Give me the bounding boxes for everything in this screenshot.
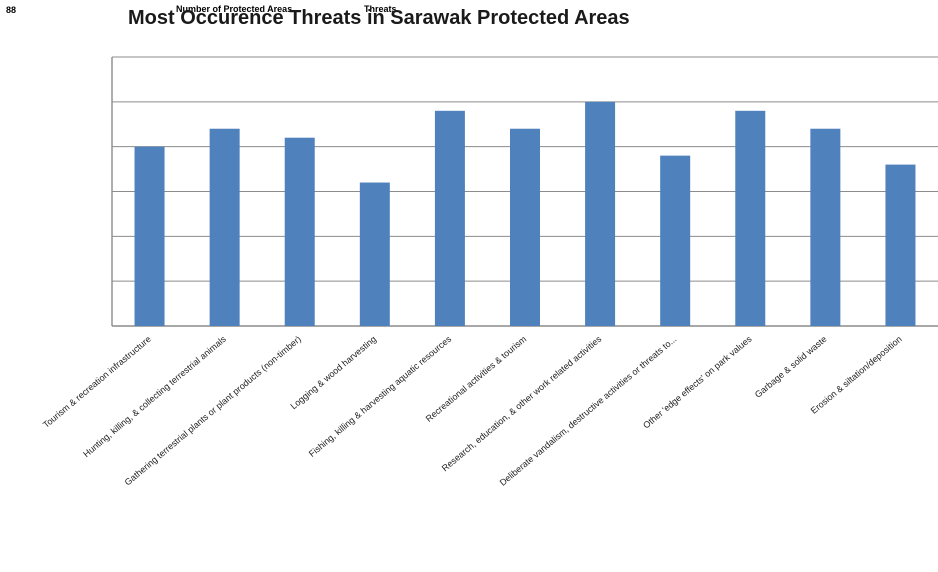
category-label: Deliberate vandalism, destructive activi… — [498, 334, 679, 488]
category-label: Garbage & solid waste — [753, 334, 829, 400]
bar — [660, 155, 691, 326]
bar — [209, 128, 240, 326]
category-labels: Tourism & recreation infrastructureHunti… — [41, 334, 904, 488]
category-label: Hunting, killing, & collecting terrestri… — [81, 334, 228, 460]
bar — [585, 101, 616, 326]
bar — [510, 128, 540, 326]
bar — [284, 137, 315, 326]
chart-title: Most Occurence Threats in Sarawak Protec… — [128, 7, 630, 29]
bar — [810, 128, 841, 326]
bar — [359, 182, 390, 326]
bar — [735, 110, 766, 326]
bars — [134, 101, 916, 326]
category-label: Fishing, killing & harvesting aquatic re… — [307, 334, 454, 459]
bar — [134, 146, 165, 326]
corner-label: 88 — [6, 5, 17, 15]
bar — [434, 110, 465, 326]
category-label: Logging & wood harvesting — [289, 334, 379, 411]
threats-label: Threats — [364, 4, 397, 14]
category-label: Gathering terrestrial plants or plant pr… — [123, 334, 303, 488]
category-label: Research, education, & other work relate… — [440, 334, 604, 474]
number-of-protected-areas-label: Number of Protected Areas — [176, 4, 293, 14]
bar — [885, 164, 916, 326]
